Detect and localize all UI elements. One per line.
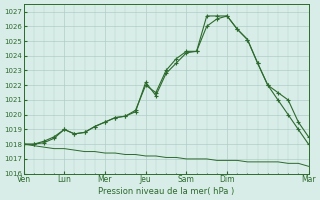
X-axis label: Pression niveau de la mer( hPa ): Pression niveau de la mer( hPa ) xyxy=(98,187,234,196)
